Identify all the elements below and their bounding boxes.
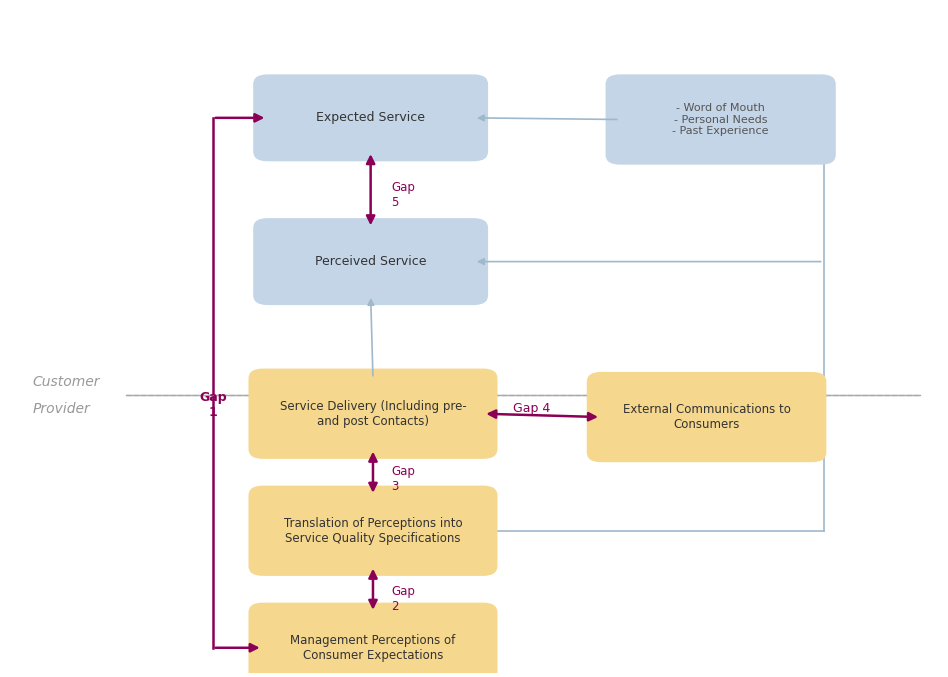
Text: Management Perceptions of
Consumer Expectations: Management Perceptions of Consumer Expec… xyxy=(290,634,456,661)
Text: Customer: Customer xyxy=(32,375,100,389)
Text: Gap
1: Gap 1 xyxy=(199,391,227,419)
FancyBboxPatch shape xyxy=(606,74,836,165)
Text: External Communications to
Consumers: External Communications to Consumers xyxy=(623,403,791,431)
Text: - Word of Mouth
- Personal Needs
- Past Experience: - Word of Mouth - Personal Needs - Past … xyxy=(672,103,769,136)
Text: Gap
3: Gap 3 xyxy=(392,465,415,493)
FancyBboxPatch shape xyxy=(248,485,498,576)
Text: Provider: Provider xyxy=(32,401,90,416)
Text: Service Delivery (Including pre-
and post Contacts): Service Delivery (Including pre- and pos… xyxy=(280,399,466,428)
FancyBboxPatch shape xyxy=(587,372,827,462)
FancyBboxPatch shape xyxy=(248,368,498,459)
Text: Perceived Service: Perceived Service xyxy=(315,255,427,268)
FancyBboxPatch shape xyxy=(253,218,488,305)
Text: Expected Service: Expected Service xyxy=(316,111,425,125)
FancyBboxPatch shape xyxy=(248,603,498,677)
Text: Gap
2: Gap 2 xyxy=(392,586,415,613)
Text: Gap
5: Gap 5 xyxy=(392,181,415,209)
Text: Translation of Perceptions into
Service Quality Specifications: Translation of Perceptions into Service … xyxy=(283,517,463,545)
Text: Gap 4: Gap 4 xyxy=(514,402,551,415)
FancyBboxPatch shape xyxy=(253,74,488,161)
